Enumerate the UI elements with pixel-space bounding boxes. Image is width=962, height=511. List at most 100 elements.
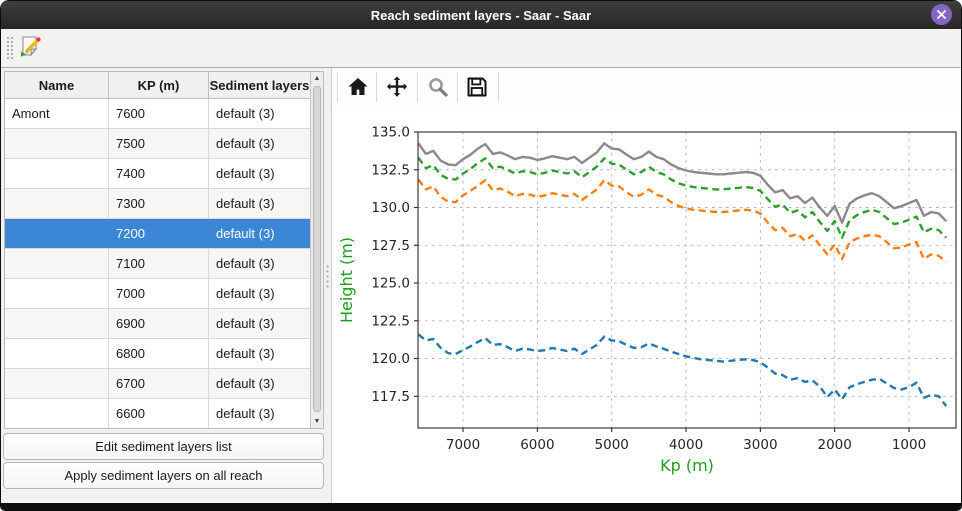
scrollbar-thumb[interactable]	[313, 86, 321, 412]
close-icon	[937, 10, 946, 19]
row-name-cell[interactable]	[5, 189, 109, 218]
y-axis-label: Height (m)	[337, 237, 356, 323]
row-layers-cell[interactable]: default (3)	[216, 406, 275, 421]
plot-panel: 7000 6000 5000 4000 3000 2000 1000 117.5 120.0 12…	[332, 68, 961, 503]
table-row[interactable]: 7200 default (3)	[5, 219, 310, 249]
row-layers-cell[interactable]: default (3)	[216, 136, 275, 151]
row-name-cell[interactable]	[5, 279, 109, 308]
window-title: Reach sediment layers - Saar - Saar	[370, 7, 592, 23]
sediment-layer-3	[417, 178, 947, 263]
row-name-cell[interactable]	[5, 399, 109, 428]
x-tick-label: 7000	[446, 437, 480, 453]
y-tick-label: 130.0	[371, 200, 410, 216]
edit-note-icon	[21, 36, 41, 57]
row-layers-cell[interactable]: default (3)	[216, 346, 275, 361]
table-row[interactable]: 7500 default (3)	[5, 129, 310, 159]
home-icon	[348, 78, 368, 95]
row-name-cell[interactable]	[5, 369, 109, 398]
table-body: Amont 7600 default (3) 7500 default (3) 7400 d…	[5, 99, 310, 428]
row-layers-cell[interactable]: default (3)	[216, 376, 275, 391]
y-tick-label: 135.0	[371, 125, 410, 141]
row-layers-cell[interactable]: default (3)	[216, 196, 275, 211]
panel-splitter-handle[interactable]	[325, 264, 330, 290]
row-layers-cell[interactable]: default (3)	[216, 256, 275, 271]
y-tick-label: 122.5	[371, 313, 410, 329]
table-header: Name KP (m) Sediment layers	[5, 72, 310, 99]
row-name-cell[interactable]	[5, 129, 109, 158]
column-header-kp[interactable]: KP (m)	[109, 72, 209, 98]
zoom-icon	[429, 78, 448, 97]
row-layers-cell[interactable]: default (3)	[216, 106, 275, 121]
panel-separator	[331, 68, 332, 503]
table-row[interactable]: 7300 default (3)	[5, 189, 310, 219]
column-header-layers[interactable]: Sediment layers	[209, 77, 310, 93]
x-tick-label: 5000	[595, 437, 629, 453]
sediment-table: Name KP (m) Sediment layers Amont 7600 def…	[4, 71, 324, 429]
save-icon	[467, 77, 487, 97]
row-name-cell[interactable]	[5, 309, 109, 338]
table-row[interactable]: Amont 7600 default (3)	[5, 99, 310, 129]
scroll-up-icon[interactable]: ▲	[311, 72, 323, 85]
row-name-cell[interactable]: Amont	[5, 99, 109, 128]
row-kp-cell[interactable]: 7300	[109, 189, 209, 218]
row-name-cell[interactable]	[5, 159, 109, 188]
row-kp-cell[interactable]: 7400	[109, 159, 209, 188]
table-row[interactable]: 6800 default (3)	[5, 339, 310, 369]
row-name-cell[interactable]	[5, 249, 109, 278]
x-tick-label: 2000	[818, 437, 852, 453]
row-kp-cell[interactable]: 7000	[109, 279, 209, 308]
close-button[interactable]	[931, 4, 952, 25]
x-tick-label: 4000	[669, 437, 703, 453]
x-tick-label: 6000	[520, 437, 554, 453]
sediment-profile-chart[interactable]: 7000 6000 5000 4000 3000 2000 1000 117.5 120.0 12…	[332, 107, 961, 491]
row-name-cell[interactable]	[5, 219, 109, 248]
table-row[interactable]: 7400 default (3)	[5, 159, 310, 189]
sediment-layer-bottom	[417, 333, 948, 407]
window-bottom-edge	[1, 503, 961, 510]
y-tick-label: 125.0	[371, 276, 410, 292]
row-layers-cell[interactable]: default (3)	[216, 286, 275, 301]
titlebar[interactable]: Reach sediment layers - Saar - Saar	[1, 1, 961, 29]
edit-sediment-layers-list-button[interactable]: Edit sediment layers list	[3, 433, 324, 460]
sediment-layer-2	[417, 157, 948, 239]
row-kp-cell[interactable]: 7500	[109, 129, 209, 158]
row-kp-cell[interactable]: 7200	[109, 219, 209, 248]
x-axis-label: Kp (m)	[660, 456, 714, 475]
y-tick-label: 117.5	[371, 389, 410, 405]
row-layers-cell[interactable]: default (3)	[216, 226, 275, 241]
row-layers-cell[interactable]: default (3)	[216, 316, 275, 331]
plot-toolbar	[332, 68, 961, 107]
main-toolbar	[1, 29, 961, 68]
table-scrollbar[interactable]: ▲ ▼	[310, 72, 323, 428]
table-row[interactable]: 6600 default (3)	[5, 399, 310, 428]
pan-icon	[386, 76, 408, 97]
toolbar-drag-handle[interactable]	[6, 36, 15, 61]
edit-sediment-layers-button[interactable]	[15, 32, 46, 63]
apply-sediment-layers-button[interactable]: Apply sediment layers on all reach	[3, 462, 324, 489]
table-row[interactable]: 6700 default (3)	[5, 369, 310, 399]
row-kp-cell[interactable]: 6900	[109, 309, 209, 338]
save-figure-button[interactable]	[463, 73, 491, 101]
column-header-name[interactable]: Name	[5, 72, 109, 98]
row-kp-cell[interactable]: 6700	[109, 369, 209, 398]
table-row[interactable]: 7100 default (3)	[5, 249, 310, 279]
row-layers-cell[interactable]: default (3)	[216, 166, 275, 181]
table-row[interactable]: 6900 default (3)	[5, 309, 310, 339]
home-view-button[interactable]	[344, 73, 372, 101]
pan-button[interactable]	[383, 73, 411, 101]
y-tick-label: 132.5	[371, 162, 410, 178]
zoom-button[interactable]	[424, 73, 452, 101]
row-kp-cell[interactable]: 7600	[109, 99, 209, 128]
y-tick-label: 127.5	[371, 238, 410, 254]
row-kp-cell[interactable]: 6600	[109, 399, 209, 428]
plot-area-border	[417, 131, 957, 429]
y-tick-label: 120.0	[371, 351, 410, 367]
scroll-down-icon[interactable]: ▼	[311, 415, 323, 428]
row-name-cell[interactable]	[5, 339, 109, 368]
row-kp-cell[interactable]: 7100	[109, 249, 209, 278]
sediment-layer-top	[417, 142, 948, 224]
row-kp-cell[interactable]: 6800	[109, 339, 209, 368]
table-row[interactable]: 7000 default (3)	[5, 279, 310, 309]
x-tick-label: 1000	[892, 437, 926, 453]
